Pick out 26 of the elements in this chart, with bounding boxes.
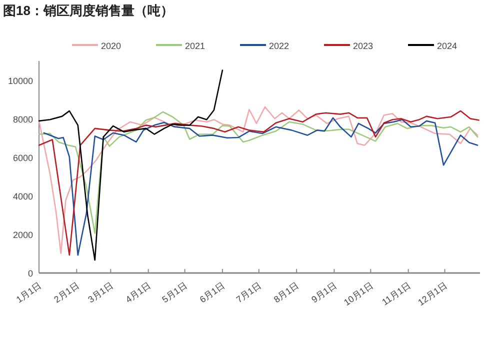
legend-label: 2020 (101, 41, 122, 51)
y-tick-label: 8000 (12, 114, 33, 124)
x-tick-label: 5月1日 (160, 280, 189, 305)
legend-label: 2023 (353, 41, 374, 51)
x-tick-label: 8月1日 (272, 280, 301, 305)
chart-title: 图18：销区周度销售量（吨） (3, 3, 174, 18)
x-tick-label: 11月1日 (380, 280, 412, 308)
line-series (38, 70, 224, 261)
x-tick-label: 7月1日 (234, 280, 264, 305)
x-tick-label: 2月1日 (52, 280, 81, 305)
x-tick-label: 4月1日 (124, 280, 152, 305)
y-tick-label: 10000 (8, 76, 33, 86)
x-tick-label: 10月1日 (342, 280, 375, 308)
y-tick-label: 6000 (12, 152, 33, 163)
legend-label: 2022 (269, 41, 290, 51)
x-tick-label: 1月1日 (14, 280, 44, 305)
legend-label: 2021 (185, 41, 206, 51)
y-tick-label: 0 (28, 268, 33, 278)
y-tick-label: 4000 (12, 191, 33, 202)
x-tick-label: 3月1日 (86, 280, 115, 305)
x-tick-label: 6月1日 (198, 280, 227, 305)
x-tick-label: 12月1日 (416, 280, 449, 308)
x-tick-label: 9月1日 (310, 280, 338, 305)
line-series (38, 111, 478, 234)
y-tick-label: 2000 (12, 230, 33, 240)
legend-label: 2024 (437, 41, 458, 51)
